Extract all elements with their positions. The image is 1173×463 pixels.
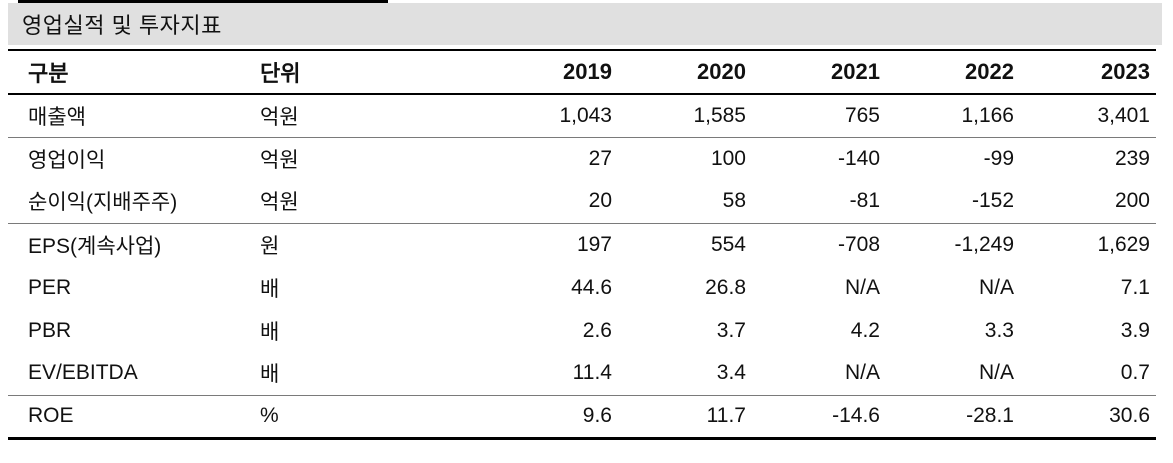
table-header: 구분 단위 2019 2020 2021 2022 2023 <box>8 50 1156 94</box>
table-row: PER 배 44.6 26.8 N/A N/A 7.1 <box>8 266 1156 309</box>
row-unit: 배 <box>260 320 280 344</box>
row-value: 1,585 <box>693 103 746 127</box>
row-value: 100 <box>710 146 746 170</box>
top-crop-rule <box>18 0 388 3</box>
row-unit: 원 <box>260 234 280 258</box>
row-value: -81 <box>849 189 880 213</box>
column-header: 2022 <box>965 59 1014 84</box>
row-label: 순이익(지배주주) <box>28 191 178 215</box>
row-value: -99 <box>983 146 1014 170</box>
row-value: 4.2 <box>850 318 880 342</box>
row-value: 26.8 <box>705 275 746 299</box>
row-label: EPS(계속사업) <box>28 234 162 258</box>
row-value: 2.6 <box>582 318 612 342</box>
row-value: -14.6 <box>832 404 880 427</box>
row-value: 3.9 <box>1120 318 1150 342</box>
row-value: 3.3 <box>984 318 1014 342</box>
row-value: 1,629 <box>1097 232 1150 256</box>
column-header: 2020 <box>697 59 746 84</box>
row-unit: 억원 <box>260 191 299 215</box>
row-value: N/A <box>844 361 880 385</box>
row-value: 239 <box>1114 146 1150 170</box>
row-value: -708 <box>837 232 880 256</box>
row-value: 1,043 <box>559 103 612 127</box>
row-value: 30.6 <box>1109 404 1150 427</box>
column-header: 2021 <box>831 59 880 84</box>
row-label: ROE <box>28 404 74 427</box>
column-header: 2023 <box>1101 59 1150 84</box>
row-value: 20 <box>588 189 612 213</box>
row-value: 200 <box>1114 189 1150 213</box>
table-body: 매출액 억원 1,043 1,585 765 1,166 3,401 영업이익 억원 27 100-… <box>8 94 1156 438</box>
row-value: 0.7 <box>1120 361 1150 385</box>
row-value: 765 <box>844 103 880 127</box>
row-value: N/A <box>978 275 1014 299</box>
financial-metrics-table: 구분 단위 2019 2020 2021 2022 2023 매출액 억원 1,043 1,585… <box>8 49 1156 440</box>
row-value: 11.7 <box>706 404 746 427</box>
column-header: 구분 <box>28 61 69 86</box>
row-label: PER <box>28 275 72 299</box>
row-value: 11.4 <box>572 361 612 385</box>
row-unit: 억원 <box>260 105 299 129</box>
row-value: -152 <box>971 189 1014 213</box>
row-value: 1,166 <box>961 103 1014 127</box>
row-value: N/A <box>844 275 880 299</box>
row-label: EV/EBITDA <box>28 361 138 385</box>
table-row: ROE% 9.6 11.7 -14.6 -28.1 30.6 <box>8 395 1156 438</box>
row-value: -1,249 <box>954 232 1014 256</box>
row-unit: 억원 <box>260 148 299 172</box>
table-row: 매출액 억원 1,043 1,585 765 1,166 3,401 <box>8 94 1156 137</box>
column-header: 2019 <box>563 59 612 84</box>
row-value: -140 <box>837 146 880 170</box>
row-unit: % <box>260 404 279 427</box>
row-value: 554 <box>710 232 746 256</box>
row-value: 9.6 <box>582 404 612 427</box>
table-row: 순이익(지배주주) 억원 20 58 -81 -152 200 <box>8 180 1156 223</box>
row-value: 197 <box>576 232 612 256</box>
table-title-bar: 영업실적 및 투자지표 <box>8 3 1162 45</box>
row-value: 7.1 <box>1120 275 1150 299</box>
table-row: PBR 배 2.6 3.7 4.2 3.3 3.9 <box>8 309 1156 352</box>
row-unit: 배 <box>260 277 280 301</box>
table-row: EPS(계속사업) 원 197 554 -708 -1,249 1,629 <box>8 223 1156 266</box>
row-label: 영업이익 <box>28 148 106 172</box>
row-value: 3.4 <box>716 361 746 385</box>
column-header: 단위 <box>260 61 301 86</box>
header-row: 구분 단위 2019 2020 2021 2022 2023 <box>8 50 1156 94</box>
row-unit: 배 <box>260 363 280 387</box>
row-value: 3,401 <box>1097 103 1150 127</box>
row-value: N/A <box>978 361 1014 385</box>
row-value: 27 <box>588 146 612 170</box>
row-value: -28.1 <box>966 404 1014 427</box>
row-value: 44.6 <box>571 275 612 299</box>
row-value: 58 <box>722 189 746 213</box>
table-row: 영업이익 억원 27 100 -140 -99 239 <box>8 137 1156 180</box>
table-title: 영업실적 및 투자지표 <box>22 13 222 38</box>
row-label: 매출액 <box>28 105 86 129</box>
table-row: EV/EBITDA 배 11.4 3.4 N/A N/A 0.7 <box>8 352 1156 395</box>
row-value: 3.7 <box>716 318 746 342</box>
row-label: PBR <box>28 318 72 342</box>
